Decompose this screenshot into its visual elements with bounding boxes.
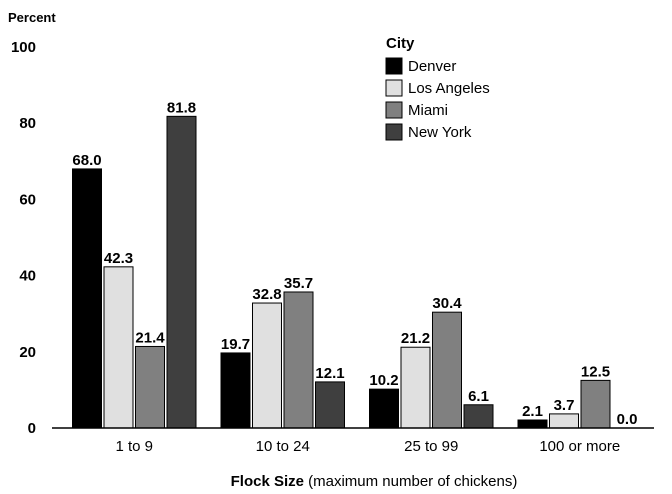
bar-denver-3 [517, 419, 548, 429]
value-label: 0.0 [617, 411, 638, 428]
value-label: 32.8 [252, 286, 281, 303]
value-label: 12.5 [581, 363, 610, 380]
legend-label: Miami [408, 102, 448, 119]
legend-label: New York [408, 124, 472, 141]
legend-swatch [385, 57, 403, 75]
bar-groups [72, 115, 611, 429]
x-axis-title-detail: (maximum number of chickens) [304, 473, 517, 490]
value-label: 21.4 [135, 329, 165, 346]
category-label: 1 to 9 [115, 438, 153, 455]
category-labels: 1 to 9 10 to 24 25 to 99 100 or more [115, 438, 620, 455]
value-labels: 68.0 42.3 21.4 81.8 19.7 32.835.7 12.1 10.2 21.2… [72, 99, 637, 428]
y-tick-label: 0 [28, 420, 36, 437]
x-axis-title-main: Flock Size [231, 473, 304, 490]
value-label: 30.4 [432, 295, 462, 312]
value-label: 10.2 [369, 372, 398, 389]
category-label: 100 or more [539, 438, 620, 455]
category-label: 25 to 99 [404, 438, 458, 455]
bar-miami-1 [283, 291, 314, 429]
bar-los-angeles-1 [252, 302, 282, 429]
y-tick-label: 60 [19, 191, 36, 208]
bar-los-angeles-2 [400, 346, 431, 429]
legend-swatch [385, 79, 403, 97]
legend: City Denver Los Angeles Miami New York [385, 35, 490, 141]
bar-new-york-0 [166, 115, 197, 429]
y-tick-label: 80 [19, 115, 36, 132]
value-label: 6.1 [468, 388, 489, 405]
y-tick-label: 100 [11, 39, 36, 56]
legend-label: Denver [408, 58, 456, 75]
value-label: 81.8 [167, 99, 196, 116]
bar-miami-3 [580, 379, 611, 429]
bar-new-york-1 [315, 381, 345, 429]
bar-los-angeles-3 [549, 413, 579, 429]
bar-denver-2 [369, 388, 399, 429]
legend-swatch [385, 123, 403, 141]
y-tick-label: 40 [19, 268, 36, 285]
bar-miami-2 [432, 311, 462, 429]
bar-denver-0 [72, 168, 102, 429]
value-label: 12.1 [315, 365, 344, 382]
y-axis-unit-label: Percent [8, 10, 56, 25]
legend-swatch [385, 101, 403, 119]
y-tick-label: 20 [19, 344, 36, 361]
legend-title: City [386, 35, 415, 52]
value-label: 21.2 [401, 330, 430, 347]
bar-miami-0 [135, 345, 165, 429]
value-label: 3.7 [554, 397, 575, 414]
value-label: 42.3 [104, 250, 133, 267]
bar-new-york-2 [463, 404, 494, 429]
y-axis-ticks: 0 20 40 60 80 100 [11, 39, 36, 437]
x-axis-title: Flock Size (maximum number of chickens) [231, 473, 518, 490]
value-label: 19.7 [221, 336, 250, 353]
value-label: 68.0 [72, 152, 101, 169]
bar-denver-1 [220, 352, 251, 429]
legend-label: Los Angeles [408, 80, 490, 97]
category-label: 10 to 24 [256, 438, 310, 455]
value-label: 35.7 [284, 275, 313, 292]
bar-los-angeles-0 [103, 266, 134, 429]
value-label: 2.1 [522, 403, 543, 420]
